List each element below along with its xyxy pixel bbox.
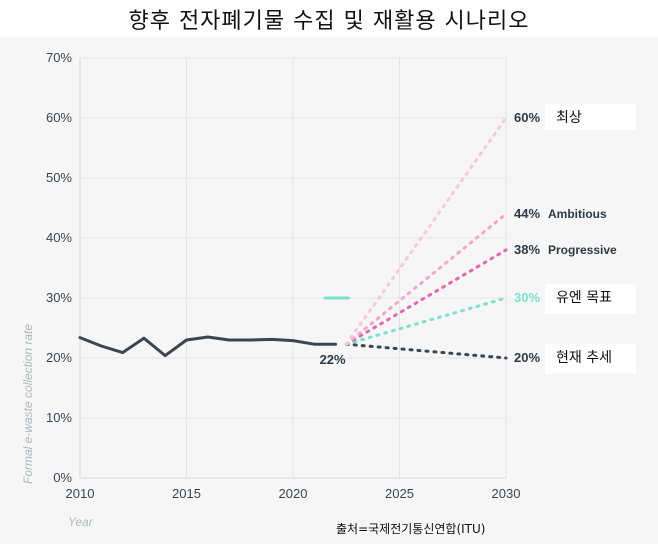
x-tick-label: 2030 xyxy=(492,486,521,501)
scenario-value-label: 60% xyxy=(514,110,540,125)
scenario-name-box xyxy=(545,284,636,314)
x-axis-label: Year xyxy=(68,515,94,529)
scenario-name-label: 최상 xyxy=(556,110,582,126)
scenario-value-label: 44% xyxy=(514,206,540,221)
y-axis-label: Formal e-waste collection rate xyxy=(21,324,35,484)
scenario-line xyxy=(344,116,508,346)
scenario-name-label: Progressive xyxy=(548,243,617,257)
scenario-value-label: 20% xyxy=(514,350,540,365)
scenario-name-label: 유엔 목표 xyxy=(556,290,612,306)
scenario-name-label: Ambitious xyxy=(548,207,607,221)
x-tick-label: 2010 xyxy=(66,486,95,501)
scenario-name-label: 현재 추세 xyxy=(556,350,612,366)
scenario-line xyxy=(344,248,508,346)
y-tick-label: 20% xyxy=(46,350,72,365)
x-tick-label: 2020 xyxy=(279,486,308,501)
x-tick-label: 2025 xyxy=(385,486,414,501)
scenario-name-box xyxy=(545,104,636,130)
y-tick-label: 30% xyxy=(46,290,72,305)
source-note: 출처=국제전기통신연합(ITU) xyxy=(336,522,486,536)
scenario-value-label: 38% xyxy=(514,242,540,257)
scenario-projections xyxy=(323,116,508,360)
y-tick-label: 40% xyxy=(46,230,72,245)
chart-title: 향후 전자폐기물 수집 및 재활용 시나리오 xyxy=(0,0,658,38)
scenario-line xyxy=(344,296,508,346)
x-tick-label: 2015 xyxy=(172,486,201,501)
y-tick-label: 50% xyxy=(46,170,72,185)
historical-end-label: 22% xyxy=(320,352,346,367)
scenario-value-label: 30% xyxy=(514,290,540,305)
grid-lines xyxy=(79,57,507,479)
y-tick-label: 0% xyxy=(53,470,72,485)
scenario-labels: 60% 최상 44% Ambitious 38% Progressive 30% 유엔 목표 2… xyxy=(514,104,636,374)
x-axis-ticks: 2010 2015 2020 2025 2030 xyxy=(66,486,521,501)
scenario-line xyxy=(344,342,508,360)
y-axis-ticks: 0% 10% 20% 30% 40% 50% 60% 70% xyxy=(46,50,72,485)
scenario-name-box xyxy=(545,344,636,374)
historical-line xyxy=(78,335,338,358)
scenario-line xyxy=(344,212,508,346)
y-tick-label: 60% xyxy=(46,110,72,125)
y-tick-label: 10% xyxy=(46,410,72,425)
historical-series: 22% xyxy=(78,335,346,367)
y-tick-label: 70% xyxy=(46,50,72,65)
